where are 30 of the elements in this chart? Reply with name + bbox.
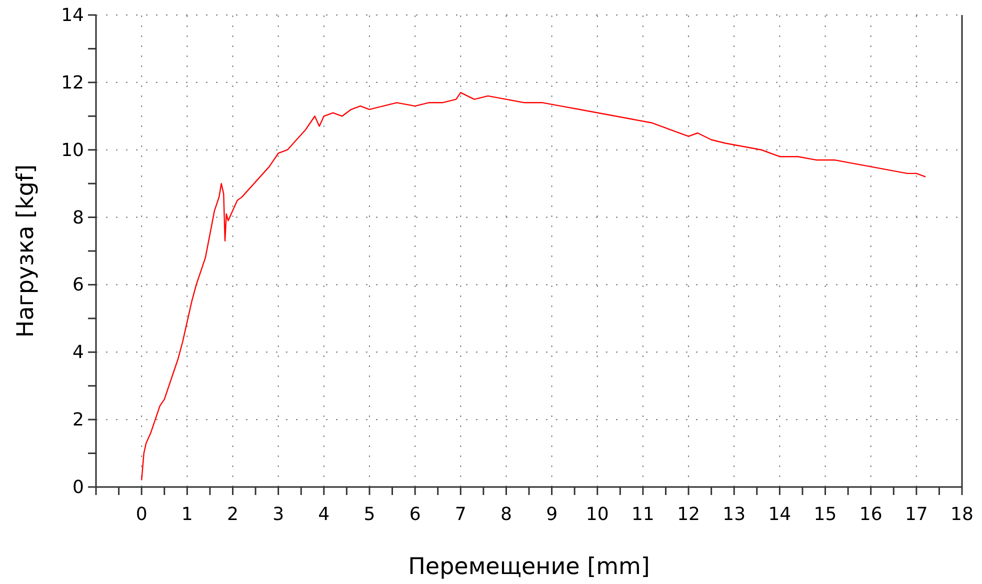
x-tick-label: 10 [586, 504, 609, 525]
x-axis-title: Перемещение [mm] [408, 554, 650, 580]
x-tick-label: 17 [904, 504, 928, 525]
x-tick-label: 1 [181, 504, 193, 525]
x-tick-label: 15 [814, 504, 837, 525]
x-tick-label: 9 [546, 504, 558, 525]
x-tick-label: 16 [859, 504, 882, 525]
y-tick-label: 0 [72, 477, 84, 498]
x-tick-label: 0 [136, 504, 148, 525]
x-tick-label: 4 [318, 504, 330, 525]
x-tick-label: 14 [768, 504, 792, 525]
y-axis-title: Нагрузка [kgf] [13, 164, 39, 338]
line-series [140, 92, 926, 481]
y-tick-label: 8 [72, 207, 84, 228]
y-tick-label: 6 [72, 274, 84, 296]
x-tick-label: 18 [950, 504, 974, 525]
x-tick-label: 3 [272, 504, 284, 525]
x-tick-label: 6 [409, 504, 421, 525]
y-tick-label: 14 [61, 5, 84, 26]
x-tick-label: 8 [500, 504, 512, 525]
x-tick-label: 13 [722, 504, 746, 525]
y-tick-label: 2 [72, 410, 84, 431]
x-tick-label: 7 [454, 504, 466, 525]
y-tick-label: 10 [61, 140, 84, 161]
x-tick-label: 12 [677, 504, 700, 525]
y-tick-label: 4 [72, 342, 84, 364]
x-tick-label: 5 [364, 504, 376, 525]
x-tick-label: 11 [631, 504, 654, 525]
y-tick-label: 12 [61, 72, 84, 94]
x-tick-label: 2 [227, 504, 238, 525]
